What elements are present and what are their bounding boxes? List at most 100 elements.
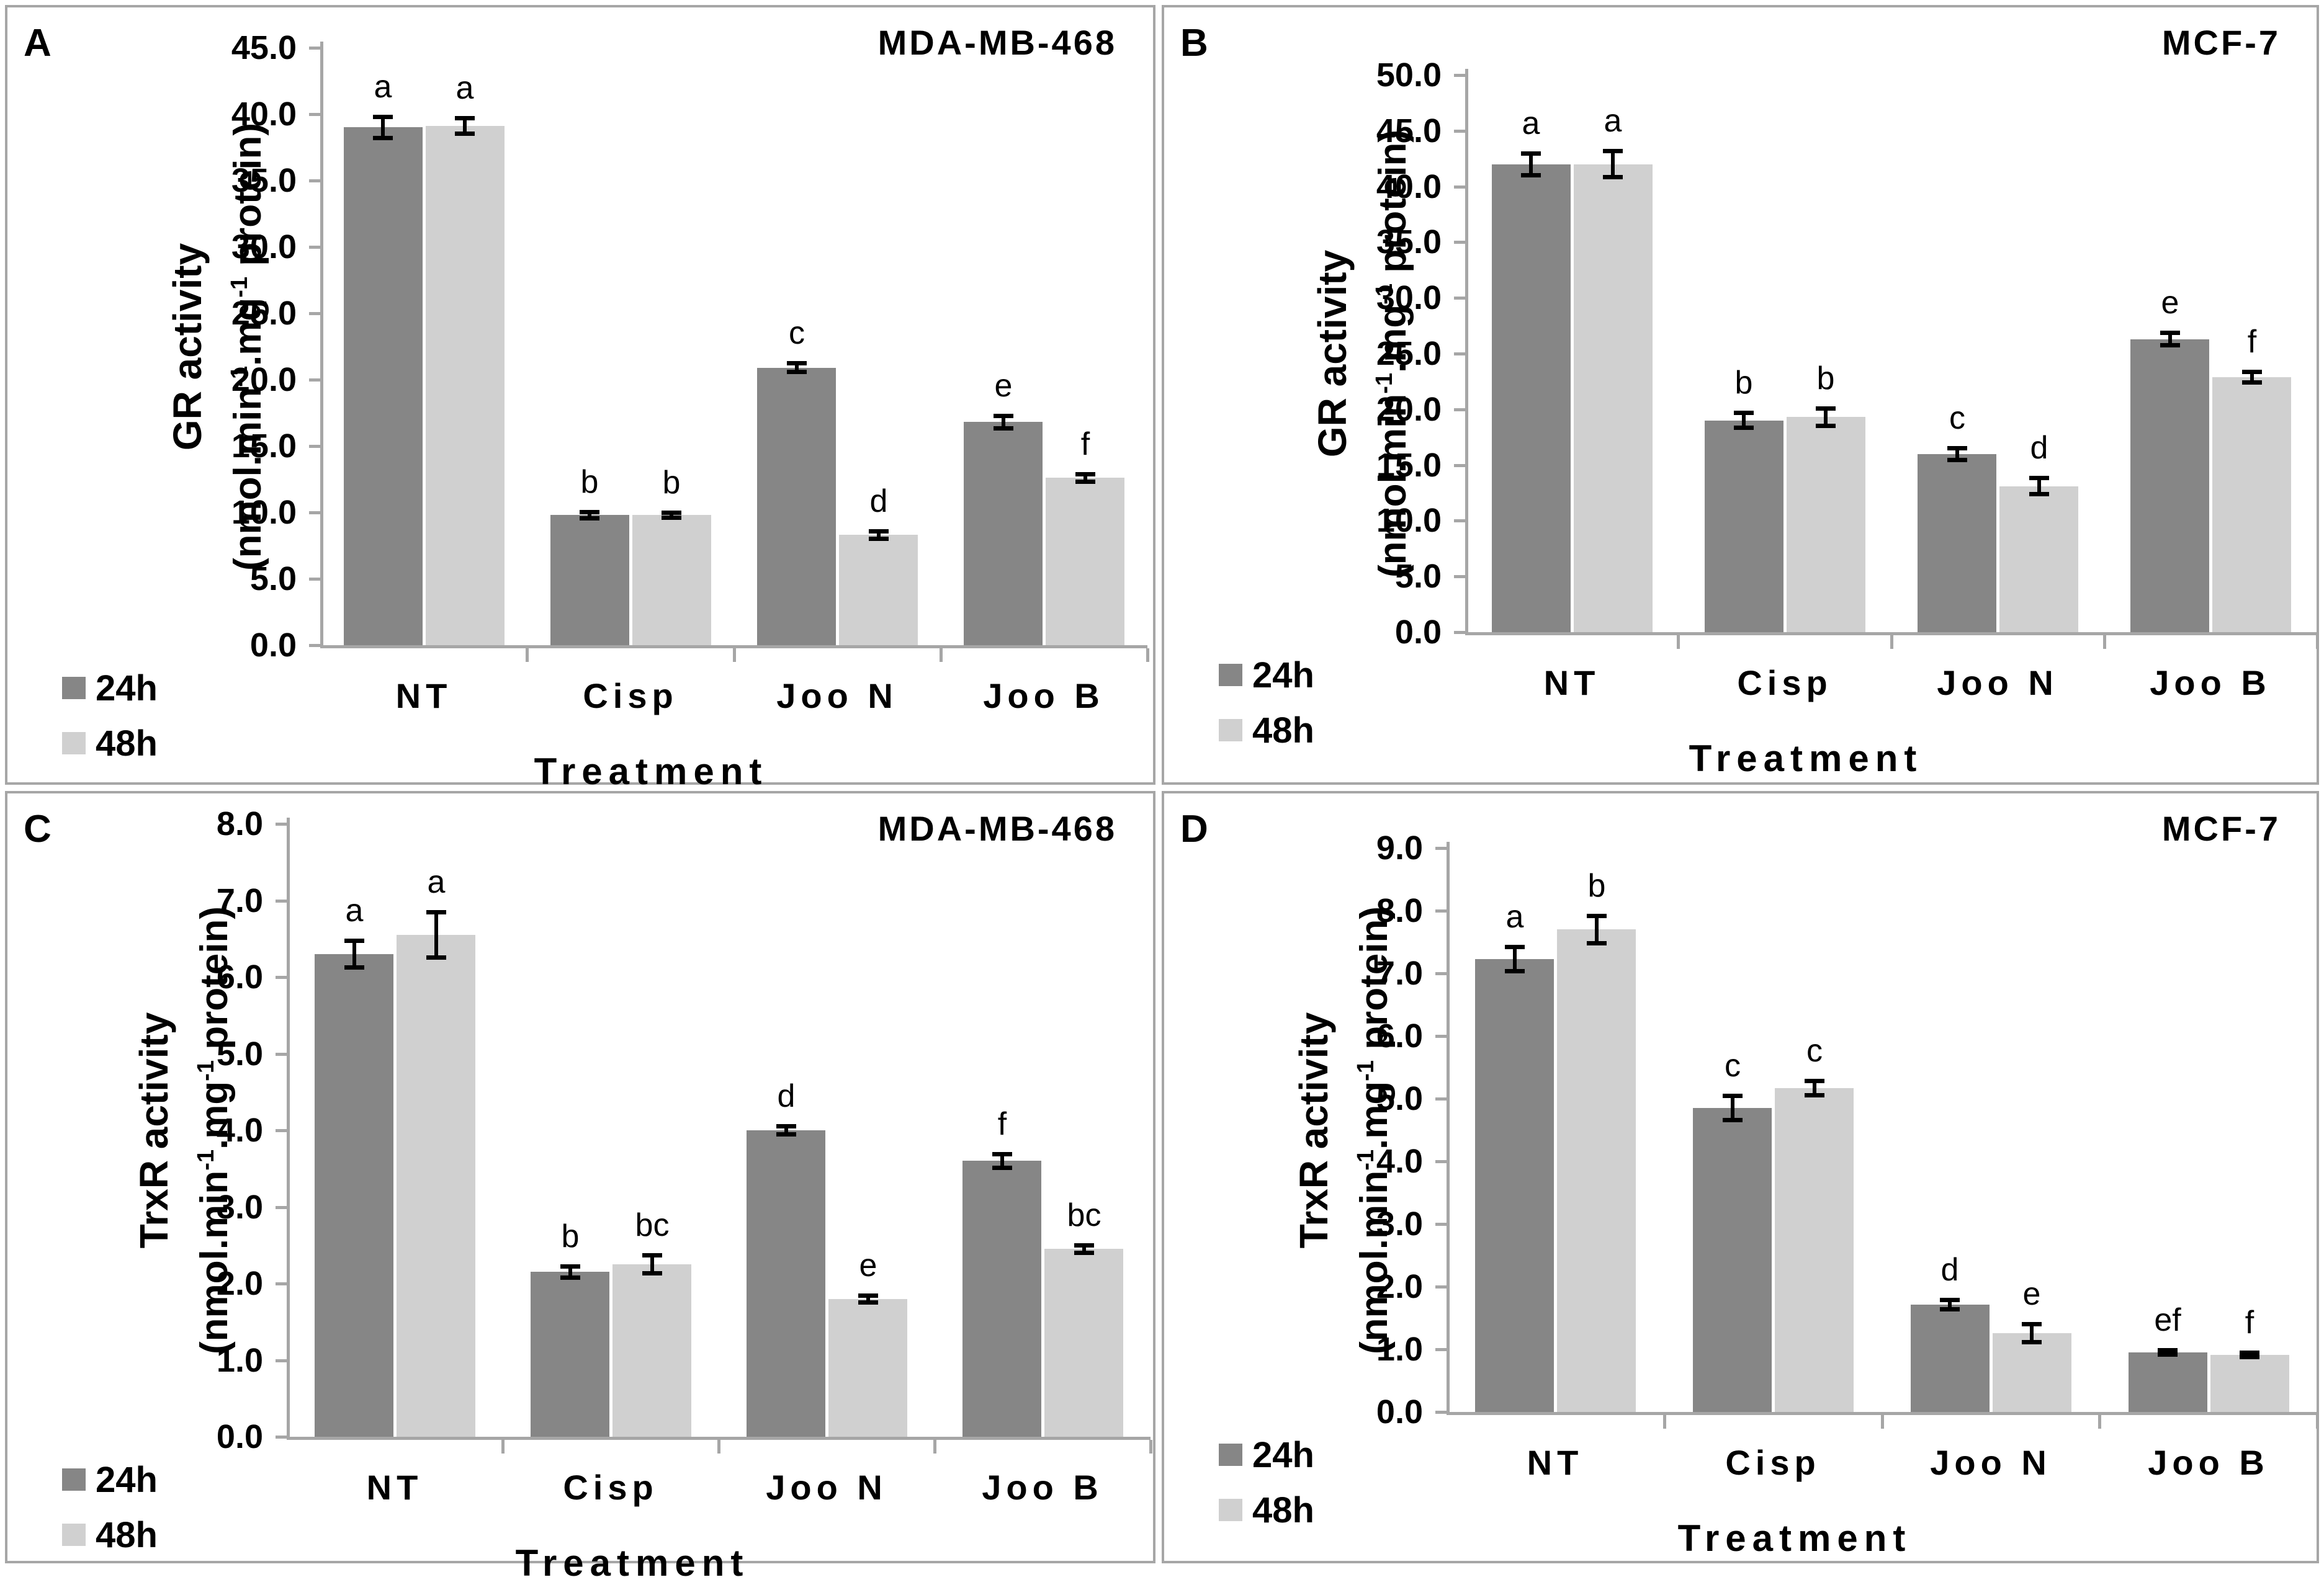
- error-bar-cap-top: [2242, 370, 2262, 374]
- category-label: Joo B: [983, 676, 1105, 715]
- y-tick-label: 5.0: [1376, 1080, 1423, 1117]
- bar-joo-n-48h: [1993, 1333, 2071, 1412]
- y-tick-mark: [1435, 972, 1447, 975]
- y-tick-label: 45.0: [1376, 112, 1442, 150]
- significance-letter: b: [580, 464, 599, 500]
- bar-cisp-24h: [1693, 1108, 1772, 1412]
- significance-letter: b: [662, 465, 681, 501]
- error-bar-cap-top: [858, 1293, 878, 1298]
- y-tick-mark: [1435, 1285, 1447, 1289]
- y-tick-label: 0.0: [1376, 1393, 1423, 1431]
- error-bar-cap-bottom: [776, 1132, 796, 1137]
- y-tick-mark: [1435, 909, 1447, 913]
- error-bar-stem: [463, 118, 467, 134]
- y-tick-mark: [1454, 631, 1465, 634]
- error-bar-cap-bottom: [1816, 424, 1836, 428]
- error-bar-cap-top: [1805, 1079, 1824, 1083]
- x-axis-line: [320, 645, 1147, 648]
- x-axis-line: [1447, 1412, 2317, 1415]
- y-tick-mark: [1454, 464, 1465, 467]
- error-bar-stem: [1082, 1245, 1086, 1253]
- x-axis-boundary-tick: [933, 1440, 936, 1454]
- significance-letter: c: [789, 315, 805, 351]
- y-tick-label: 0.0: [1394, 614, 1442, 651]
- significance-letter: e: [2161, 285, 2179, 321]
- y-tick-mark: [1435, 1348, 1447, 1351]
- significance-letter: f: [997, 1106, 1007, 1142]
- significance-letter: d: [2030, 430, 2048, 466]
- cell-line-title: MDA-MB-468: [877, 809, 1117, 848]
- y-axis-line: [1465, 69, 1468, 635]
- legend-swatch-48h: [62, 1524, 86, 1546]
- bar-cisp-48h: [632, 515, 711, 645]
- x-axis-boundary-tick: [1881, 1415, 1884, 1429]
- x-axis-line: [1465, 632, 2317, 635]
- error-bar-cap-top: [455, 116, 475, 120]
- error-bar-cap-bottom: [787, 370, 807, 374]
- y-tick-label: 5.0: [249, 560, 297, 597]
- error-bar-cap-top: [1723, 1094, 1743, 1098]
- x-axis-boundary-tick: [1663, 1415, 1666, 1429]
- error-bar-cap-bottom: [2029, 492, 2049, 496]
- error-bar-cap-bottom: [426, 955, 446, 960]
- error-bar-cap-bottom: [1734, 426, 1754, 430]
- y-tick-label: 35.0: [231, 162, 297, 199]
- error-bar-cap-top: [1734, 411, 1754, 415]
- bar-joo-n-24h: [1911, 1305, 1990, 1412]
- chart-panel-a: A MDA-MB-468 GR activity (nmol.min-1.mg-1 p…: [5, 5, 1155, 792]
- error-bar-cap-bottom: [992, 1166, 1012, 1170]
- error-bar-cap-bottom: [2158, 1352, 2178, 1357]
- bar-cisp-48h: [612, 1264, 691, 1437]
- error-bar-cap-bottom: [1587, 941, 1607, 945]
- y-tick-label: 0.0: [249, 627, 297, 664]
- error-bar-cap-bottom: [869, 537, 889, 541]
- y-units-p1: (nmol.min: [226, 386, 269, 571]
- bar-nt-24h: [1492, 164, 1571, 632]
- y-tick-mark: [1454, 575, 1465, 578]
- error-bar-stem: [1742, 413, 1746, 428]
- y-tick-label: 4.0: [1376, 1143, 1423, 1180]
- y-tick-mark: [1435, 1223, 1447, 1226]
- error-bar-cap-top: [642, 1253, 662, 1257]
- significance-letter: a: [1505, 899, 1524, 935]
- bar-nt-48h: [1574, 164, 1653, 632]
- bar-joo-b-24h: [962, 1161, 1041, 1437]
- significance-letter: e: [994, 368, 1013, 404]
- category-label: NT: [395, 676, 452, 715]
- y-tick-label: 5.0: [1394, 558, 1442, 595]
- y-tick-mark: [309, 511, 320, 514]
- legend-label: 24h: [1252, 1435, 1314, 1475]
- error-bar-stem: [588, 512, 591, 519]
- y-axis-line: [287, 818, 290, 1440]
- y-tick-mark: [309, 246, 320, 249]
- error-bar-cap-bottom: [373, 136, 393, 140]
- bar-joo-n-24h: [1918, 454, 1996, 632]
- error-bar-cap-top: [2160, 331, 2180, 335]
- error-bar-cap-top: [994, 414, 1013, 418]
- error-bar-cap-bottom: [2240, 1355, 2259, 1359]
- y-tick-mark: [276, 1129, 287, 1132]
- significance-letter: a: [345, 893, 364, 929]
- error-bar-cap-top: [1940, 1298, 1960, 1302]
- y-tick-label: 40.0: [231, 96, 297, 133]
- error-bar-cap-top: [869, 529, 889, 534]
- y-tick-label: 20.0: [1376, 391, 1442, 428]
- y-tick-label: 40.0: [1376, 168, 1442, 205]
- cell-line-title: MCF-7: [2161, 23, 2281, 62]
- category-label: Joo B: [2150, 663, 2271, 702]
- error-bar-stem: [650, 1255, 654, 1274]
- y-tick-label: 8.0: [1376, 892, 1423, 929]
- error-bar-stem: [866, 1295, 870, 1303]
- significance-letter: c: [1949, 400, 1965, 436]
- error-bar-cap-top: [1603, 149, 1623, 153]
- y-tick-mark: [276, 976, 287, 979]
- y-tick-label: 2.0: [1376, 1268, 1423, 1305]
- significance-letter: bc: [1067, 1197, 1101, 1233]
- y-axis-line: [1447, 842, 1450, 1415]
- y-tick-label: 30.0: [231, 228, 297, 266]
- error-bar-cap-bottom: [1947, 458, 1967, 462]
- x-axis-boundary-tick: [940, 648, 943, 662]
- significance-letter: e: [2022, 1276, 2041, 1312]
- bar-joo-n-48h: [1999, 486, 2078, 632]
- error-bar-stem: [1529, 153, 1533, 176]
